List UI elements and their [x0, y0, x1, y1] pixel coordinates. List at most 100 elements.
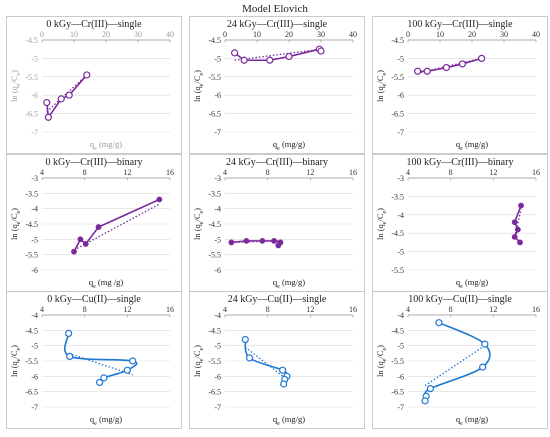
data-point	[156, 196, 163, 203]
y-axis-label: ln (qe/Ce)	[375, 345, 388, 377]
x-tick-label: 4	[40, 305, 44, 314]
data-point	[275, 242, 282, 249]
x-tick-label: 12	[123, 305, 131, 314]
y-tick-label: -6	[397, 91, 404, 100]
y-tick-label: -4.5	[208, 36, 221, 45]
data-point	[43, 98, 51, 107]
y-tick-label: -3.5	[25, 189, 38, 198]
y-tick-label: -5.5	[208, 73, 221, 82]
x-tick-label: 0	[40, 30, 44, 39]
data-point	[95, 378, 104, 387]
x-tick-label: 4	[40, 168, 44, 177]
y-tick-label: -4	[397, 311, 404, 320]
x-tick-label: 10	[436, 30, 444, 39]
y-tick-label: -6	[31, 266, 38, 275]
data-point	[95, 224, 102, 230]
x-tick-label: 40	[349, 30, 357, 39]
panel-frame	[372, 16, 548, 154]
y-tick-label: -4.5	[391, 36, 404, 45]
y-tick-label: -5	[397, 248, 404, 257]
y-tick-label: -7	[31, 403, 38, 412]
y-tick-label: -5.5	[391, 266, 404, 275]
x-axis-label: qe (mg /g)	[89, 277, 123, 290]
data-point	[511, 233, 518, 240]
x-tick-label: 30	[500, 30, 508, 39]
y-tick-label: -5.5	[208, 357, 221, 366]
y-tick-label: -5	[397, 54, 404, 63]
panel-frame	[189, 16, 365, 154]
x-tick-label: 8	[83, 168, 87, 177]
data-point	[82, 241, 89, 247]
y-axis-label: ln (qe/Ce)	[9, 70, 22, 102]
panel-title: 100 kGy—Cu(II)—single	[408, 294, 512, 305]
data-point	[259, 237, 266, 244]
panel-frame	[6, 16, 182, 154]
data-point	[100, 374, 108, 382]
x-axis-label: qe (mg/g)	[456, 277, 488, 290]
x-tick-label: 20	[285, 30, 293, 39]
data-point	[240, 56, 248, 64]
y-axis-label: ln (qe/Ce)	[375, 208, 388, 240]
x-axis-label: qe (mg/g)	[90, 414, 122, 427]
y-tick-label: -6	[214, 266, 221, 275]
figure-title: Model Elovich	[242, 3, 308, 15]
y-tick-label: -6.5	[25, 110, 38, 119]
data-point	[83, 71, 91, 79]
y-axis-label: ln (qe/Ce)	[375, 70, 388, 102]
y-tick-label: -4.5	[25, 326, 38, 335]
chart-panel-7: 0 kGy—Cu(II)—single -4 -4.5 -5 -5.5 -6 -6.5 -7 4…	[6, 291, 182, 429]
chart-panel-2: 24 kGy—Cr(III)—single -4.5 -5 -5.5 -6 -6.5 -7 0…	[189, 16, 365, 154]
x-tick-label: 40	[532, 30, 540, 39]
data-point	[414, 67, 422, 75]
y-tick-label: -4	[214, 205, 221, 214]
y-tick-label: -7	[214, 128, 221, 137]
y-tick-label: -5.5	[25, 357, 38, 366]
y-tick-label: -6.5	[391, 388, 404, 397]
data-point	[517, 239, 523, 246]
panel-title: 0 kGy—Cr(III)—single	[46, 19, 142, 30]
y-tick-label: -5.5	[391, 357, 404, 366]
x-axis-label: qe (mg/g)	[273, 414, 305, 427]
chart-panel-3: 100 kGy—Cr(III)—single-4.5 -5 -5.5 -6 -6.5 -7…	[372, 16, 548, 154]
x-tick-label: 8	[449, 305, 453, 314]
data-point	[423, 67, 431, 75]
data-point	[421, 397, 429, 405]
data-point	[481, 340, 489, 348]
y-tick-label: -5.5	[208, 251, 221, 260]
x-tick-label: 8	[449, 168, 453, 177]
data-point	[426, 385, 434, 393]
x-tick-label: 4	[406, 168, 410, 177]
x-tick-label: 4	[223, 305, 227, 314]
panel-title: 100 kGy—Cr(III)—binary	[407, 157, 514, 168]
x-tick-label: 4	[406, 305, 410, 314]
data-point	[57, 95, 65, 103]
data-point	[478, 54, 486, 63]
y-tick-label: -6	[31, 372, 38, 381]
chart-panel-6: 100 kGy—Cr(III)—binary-3 -3.5 -4 -4.5 -5 -5.5…	[372, 154, 548, 292]
panel-title: 0 kGy—Cu(II)—single	[47, 294, 141, 305]
data-point	[231, 49, 239, 57]
y-tick-label: -6	[31, 91, 38, 100]
y-tick-label: -3	[31, 174, 38, 183]
y-tick-label: -5	[214, 235, 221, 244]
y-tick-label: -6	[214, 372, 221, 381]
y-tick-label: -6	[397, 372, 404, 381]
x-tick-label: 12	[306, 305, 314, 314]
data-point	[514, 226, 521, 233]
panel-title: 24 kGy—Cr(III)—binary	[226, 157, 328, 168]
trendline	[234, 48, 322, 61]
x-tick-label: 16	[166, 168, 174, 177]
y-tick-label: -7	[31, 128, 38, 137]
panel-frame	[6, 154, 182, 292]
x-tick-label: 20	[102, 30, 110, 39]
y-tick-label: -7	[214, 403, 221, 412]
y-tick-label: -4.5	[208, 220, 221, 229]
trendline	[231, 240, 281, 244]
data-point	[228, 239, 235, 246]
data-point	[285, 52, 293, 61]
y-tick-label: -4	[31, 205, 38, 214]
data-point	[279, 366, 287, 374]
y-tick-label: -5.5	[25, 251, 38, 260]
data-point	[479, 363, 487, 371]
